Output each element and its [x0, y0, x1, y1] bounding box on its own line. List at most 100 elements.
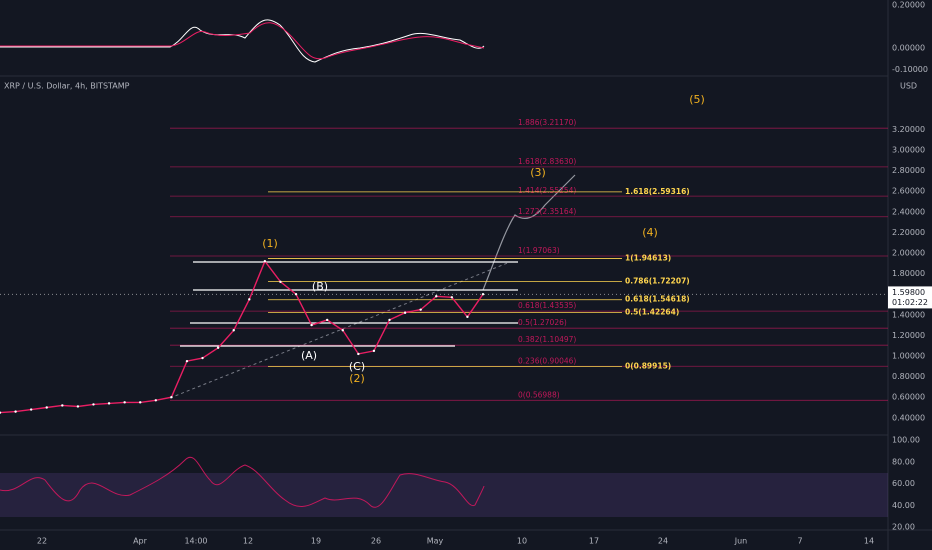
wave-label: (A)	[301, 349, 317, 362]
fib-extension-label: 0.236(0.90046)	[518, 356, 576, 365]
signal-line	[0, 22, 485, 60]
price-line	[0, 259, 484, 414]
time-tick-label: 12	[243, 537, 253, 546]
fib-extension-label: 1.272(2.35164)	[518, 207, 576, 216]
price-tick-label: 1.80000	[892, 269, 925, 278]
time-tick-label: May	[427, 537, 444, 546]
time-tick-label: 14:00	[184, 537, 207, 546]
price-point	[0, 411, 2, 414]
rsi-tick-label: 80.00	[892, 457, 915, 466]
price-point	[481, 293, 485, 296]
price-point	[107, 402, 111, 405]
price-point	[403, 311, 407, 314]
fib-retracement-label: 0.5(1.42264)	[625, 307, 679, 316]
price-point	[466, 315, 469, 319]
price-point	[325, 318, 329, 322]
trend-line	[169, 261, 511, 399]
fib-retracement-label: 0.618(1.54618)	[625, 295, 690, 304]
price-tick-label: 2.60000	[892, 187, 925, 196]
projection-path	[482, 174, 576, 291]
currency-label: USD	[900, 82, 917, 91]
time-tick-label: Apr	[133, 537, 148, 546]
price-tick-label: 2.00000	[892, 249, 925, 258]
wave-label: (3)	[530, 166, 546, 179]
time-tick-label: 14	[864, 537, 874, 546]
countdown-label: 01:02:22	[892, 298, 928, 307]
rsi-line	[0, 457, 485, 508]
fib-retracement-label: 1.618(2.59316)	[625, 187, 690, 196]
wave-label: (1)	[262, 237, 278, 250]
price-tick-label: 2.80000	[892, 166, 925, 175]
last-price-label: 1.59800	[892, 288, 925, 297]
rsi-tick-label: 60.00	[892, 479, 915, 488]
price-point	[232, 329, 235, 332]
price-tick-label: 1.00000	[892, 352, 925, 361]
fib-extension-label: 1.886(3.21170)	[518, 118, 576, 127]
price-point	[123, 401, 126, 404]
price-point	[263, 260, 267, 263]
price-point	[185, 359, 189, 363]
rsi-tick-label: 20.00	[892, 523, 915, 532]
price-point	[139, 401, 142, 404]
price-point	[435, 295, 438, 298]
macd-tick-label: 0.00000	[892, 44, 925, 53]
price-point	[310, 323, 313, 327]
time-tick-label: 24	[658, 537, 668, 546]
price-point	[201, 356, 204, 360]
price-point	[450, 296, 454, 299]
time-tick-label: 17	[589, 537, 599, 546]
price-point	[14, 410, 17, 413]
price-point	[61, 404, 64, 407]
wave-label: (5)	[689, 93, 705, 106]
price-tick-label: 1.40000	[892, 310, 925, 319]
macd-tick-label: 0.20000	[892, 1, 925, 10]
price-tick-label: 1.20000	[892, 331, 925, 340]
price-point	[248, 298, 251, 301]
price-point	[279, 280, 282, 284]
rsi-tick-label: 40.00	[892, 501, 915, 510]
price-point	[154, 399, 158, 402]
symbol-title: XRP / U.S. Dollar, 4h, BITSTAMP	[4, 82, 130, 91]
fib-extension-label: 0(0.56988)	[518, 390, 560, 399]
rsi-tick-label: 100.00	[892, 436, 920, 445]
wave-label: (B)	[312, 280, 328, 293]
time-tick-label: 7	[797, 537, 802, 546]
price-point	[76, 405, 80, 408]
price-point	[92, 403, 95, 406]
rsi-band	[0, 473, 888, 517]
wave-label: (C)	[349, 360, 365, 373]
price-tick-label: 2.40000	[892, 207, 925, 216]
price-point	[45, 406, 48, 409]
price-point	[372, 349, 376, 353]
fib-extension-label: 0.5(1.27026)	[518, 318, 567, 327]
wave-label: (4)	[642, 226, 658, 239]
fib-retracement-label: 1(1.94613)	[625, 254, 671, 263]
macd-tick-label: -0.10000	[892, 65, 928, 74]
price-point	[170, 396, 173, 399]
price-tick-label: 0.60000	[892, 393, 925, 402]
price-point	[419, 308, 422, 311]
price-tick-label: 0.40000	[892, 413, 925, 422]
fib-retracement-label: 0.786(1.72207)	[625, 277, 690, 286]
price-point	[357, 352, 360, 356]
fib-extension-label: 0.618(1.43535)	[518, 301, 576, 310]
time-tick-label: 10	[517, 537, 527, 546]
fib-extension-label: 1(1.97063)	[518, 246, 560, 255]
price-tick-label: 3.00000	[892, 146, 925, 155]
price-tick-label: 0.80000	[892, 372, 925, 381]
time-tick-label: 19	[311, 537, 321, 546]
price-point	[341, 329, 344, 332]
last-price-tag	[888, 286, 932, 309]
price-point	[388, 318, 391, 322]
fib-extension-label: 1.414(2.55254)	[518, 186, 576, 195]
price-tick-label: 3.20000	[892, 125, 925, 134]
fib-extension-label: 1.618(2.83630)	[518, 157, 576, 166]
time-tick-label: 22	[37, 537, 47, 546]
wave-label: (2)	[349, 372, 365, 385]
price-point	[29, 408, 33, 411]
time-tick-label: Jun	[734, 537, 748, 546]
fib-extension-label: 0.382(1.10497)	[518, 335, 576, 344]
price-tick-label: 2.20000	[892, 228, 925, 237]
